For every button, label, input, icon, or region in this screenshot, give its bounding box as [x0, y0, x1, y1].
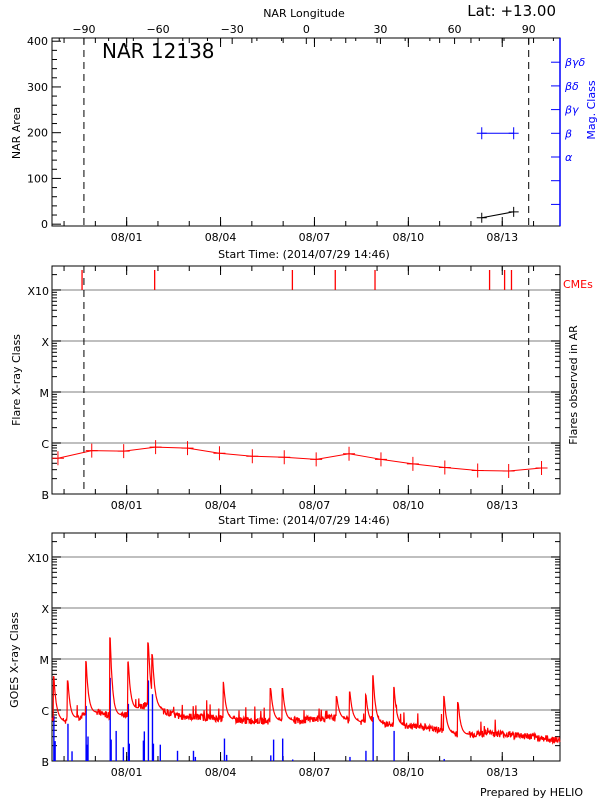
x-tick-label: 08/04 [205, 766, 237, 779]
y-tick-label: 300 [27, 81, 48, 94]
flare-class-line [57, 446, 542, 472]
class-tick-label: B [41, 756, 49, 769]
flare-data-point [343, 446, 356, 461]
credit-label: Prepared by HELIO [480, 786, 583, 799]
mag-class-tick-label: α [565, 151, 573, 164]
mag-class-tick-label: βδ [564, 80, 579, 93]
lon-tick-label: 60 [448, 23, 462, 36]
class-tick-label: C [41, 438, 49, 451]
x-tick-label: 08/01 [111, 766, 143, 779]
flare-data-point [213, 446, 226, 461]
y-tick-label: 400 [27, 35, 48, 48]
panel1-xlabel: Start Time: (2014/07/29 14:46) [218, 248, 390, 261]
y-tick-label: 100 [27, 172, 48, 185]
class-tick-label: X10 [27, 285, 49, 298]
lon-tick-label: −90 [72, 23, 95, 36]
x-tick-label: 08/10 [392, 499, 424, 512]
mag-class-point [476, 127, 487, 140]
mag-class-tick-label: βγ [564, 104, 579, 117]
panel2-frame [51, 265, 561, 495]
top-axis-label: NAR Longitude [263, 7, 345, 20]
class-tick-label: X [41, 336, 49, 349]
flare-data-point [310, 452, 323, 467]
flare-data-point [471, 463, 484, 478]
goes-class-axis-label: GOES X-ray Class [8, 612, 21, 708]
x-tick-label: 08/07 [299, 766, 331, 779]
lon-tick-label: 90 [522, 23, 536, 36]
mag-class-tick-label: βγδ [564, 56, 586, 69]
panel1-frame [51, 37, 561, 227]
x-tick-label: 08/13 [486, 499, 518, 512]
flare-data-point [374, 452, 387, 467]
y-tick-label: 0 [41, 218, 48, 231]
flare-data-point [438, 460, 451, 475]
panel2-xlabel: Start Time: (2014/07/29 14:46) [218, 514, 390, 527]
mag-class-point [508, 127, 519, 140]
flare-class-axis-label: Flare X-ray Class [10, 334, 23, 426]
flare-data-point [117, 444, 130, 459]
flare-data-point [502, 464, 515, 479]
flares-observed-label: Flares observed in AR [567, 325, 580, 445]
panel3-frame [51, 532, 561, 762]
flare-data-point [406, 456, 419, 471]
area-axis-label: NAR Area [10, 107, 23, 159]
x-tick-label: 08/07 [299, 499, 331, 512]
flare-data-point [246, 449, 259, 464]
class-tick-label: M [40, 387, 50, 400]
latitude-label: Lat: +13.00 [467, 2, 556, 20]
lon-tick-label: 0 [303, 23, 310, 36]
mag-class-tick-label: β [564, 127, 572, 140]
x-tick-label: 08/04 [205, 499, 237, 512]
x-tick-label: 08/04 [205, 231, 237, 244]
lon-tick-label: −60 [146, 23, 169, 36]
x-tick-label: 08/13 [486, 766, 518, 779]
x-tick-label: 08/10 [392, 231, 424, 244]
x-tick-label: 08/01 [111, 499, 143, 512]
class-tick-label: B [41, 489, 49, 502]
cme-label: CMEs [563, 278, 593, 291]
goes-xray-flux-line [51, 637, 561, 745]
area-series-line [481, 211, 514, 219]
flare-data-point [278, 450, 291, 465]
class-tick-label: X [41, 603, 49, 616]
flare-data-point [51, 451, 64, 466]
x-tick-label: 08/07 [299, 231, 331, 244]
x-tick-label: 08/01 [111, 231, 143, 244]
class-tick-label: X10 [27, 552, 49, 565]
area-data-point [476, 212, 487, 223]
x-tick-label: 08/10 [392, 766, 424, 779]
flare-data-point [181, 441, 194, 456]
lon-tick-label: −30 [221, 23, 244, 36]
flare-data-point [149, 440, 162, 455]
mag-class-axis-label: Mag. Class [585, 80, 598, 139]
flare-data-point [535, 460, 548, 475]
lon-tick-label: 30 [373, 23, 387, 36]
area-data-point [508, 206, 519, 217]
flare-data-point [85, 443, 98, 458]
y-tick-label: 200 [27, 127, 48, 140]
class-tick-label: C [41, 705, 49, 718]
class-tick-label: M [40, 654, 50, 667]
x-tick-label: 08/13 [486, 231, 518, 244]
